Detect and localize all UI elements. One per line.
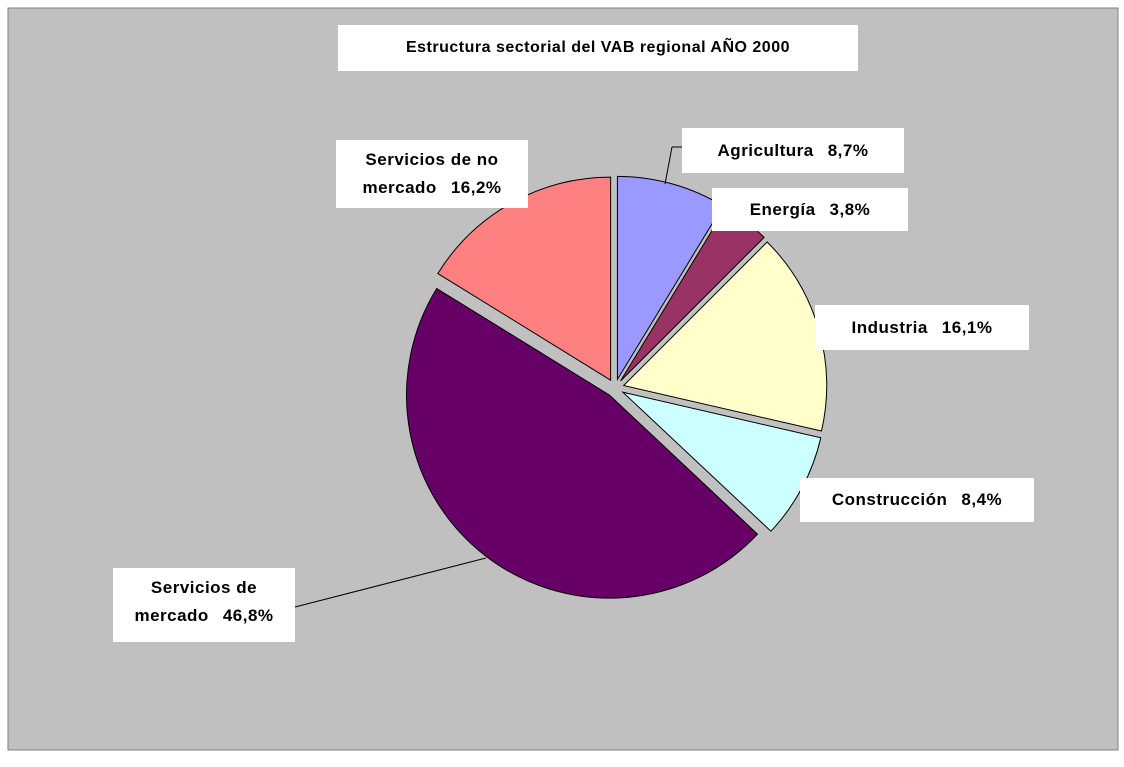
data-label: Energía 3,8% [712, 188, 908, 231]
data-label: Servicios de no mercado 16,2% [336, 140, 528, 208]
category-label: Construcción [831, 490, 948, 509]
value-label: 3,8% [829, 200, 871, 219]
data-label: Industria 16,1% [815, 305, 1029, 350]
category-label: Servicios de no mercado [362, 150, 499, 197]
value-label: 16,1% [941, 318, 993, 337]
pie-slice [406, 287, 759, 599]
leader-line [294, 557, 487, 608]
category-label: Industria [851, 318, 928, 337]
category-label: Energía [749, 200, 816, 219]
value-label: 8,4% [961, 490, 1003, 509]
data-label: Construcción 8,4% [800, 478, 1034, 522]
value-label: 46,8% [222, 606, 274, 625]
value-label: 8,7% [827, 141, 869, 160]
value-label: 16,2% [450, 178, 502, 197]
chart-title: Estructura sectorial del VAB regional AÑ… [338, 25, 858, 71]
data-label: Agricultura 8,7% [682, 128, 904, 173]
leader-line [664, 146, 673, 185]
category-label: Servicios de mercado [134, 578, 258, 625]
category-label: Agricultura [717, 141, 814, 160]
data-label: Servicios de mercado 46,8% [113, 568, 295, 642]
